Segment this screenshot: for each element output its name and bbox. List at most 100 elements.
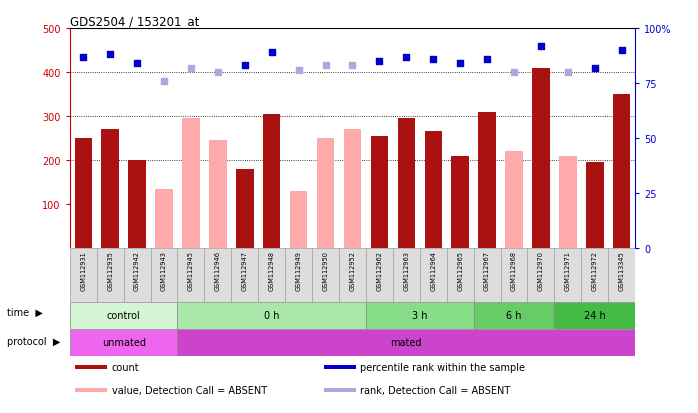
Point <box>428 56 439 63</box>
Text: GSM112971: GSM112971 <box>565 250 571 290</box>
Bar <box>75 139 92 249</box>
Bar <box>128 161 146 249</box>
Point <box>105 52 116 59</box>
Bar <box>478 112 496 249</box>
Text: mated: mated <box>391 337 422 347</box>
Point <box>563 69 574 76</box>
Point <box>347 63 358 69</box>
Bar <box>581 249 608 302</box>
Bar <box>554 249 581 302</box>
Text: GSM112945: GSM112945 <box>188 250 194 290</box>
Text: count: count <box>112 362 140 372</box>
Bar <box>452 156 469 249</box>
Text: protocol  ▶: protocol ▶ <box>7 336 60 346</box>
Bar <box>177 302 366 329</box>
Bar <box>312 249 339 302</box>
Text: 6 h: 6 h <box>506 311 522 320</box>
Point <box>77 54 89 61</box>
Text: rank, Detection Call = ABSENT: rank, Detection Call = ABSENT <box>360 385 511 395</box>
Bar <box>263 114 281 249</box>
Bar <box>209 141 227 249</box>
Text: GSM112970: GSM112970 <box>538 250 544 290</box>
Bar <box>75 388 107 392</box>
Bar <box>474 249 500 302</box>
Point <box>482 56 493 63</box>
Text: GSM113345: GSM113345 <box>618 250 625 290</box>
Bar <box>75 365 107 369</box>
Bar <box>559 156 577 249</box>
Text: GSM112968: GSM112968 <box>511 250 517 290</box>
Text: GSM112943: GSM112943 <box>161 250 167 290</box>
Bar <box>532 69 550 249</box>
Point <box>320 63 331 69</box>
Bar <box>393 249 419 302</box>
Point <box>212 69 223 76</box>
Bar <box>101 130 119 249</box>
Bar <box>155 189 173 249</box>
Text: control: control <box>107 311 140 320</box>
Point <box>508 69 519 76</box>
Bar <box>528 249 554 302</box>
Point <box>589 65 600 72</box>
Bar <box>325 365 356 369</box>
Point <box>616 47 628 54</box>
Point <box>374 59 385 65</box>
Bar <box>151 249 177 302</box>
Bar <box>70 329 177 356</box>
Text: GSM112972: GSM112972 <box>592 250 597 290</box>
Bar <box>231 249 258 302</box>
Bar <box>285 249 312 302</box>
Bar <box>500 249 528 302</box>
Text: value, Detection Call = ABSENT: value, Detection Call = ABSENT <box>112 385 267 395</box>
Text: GSM112967: GSM112967 <box>484 250 490 290</box>
Bar <box>608 249 635 302</box>
Text: GSM112948: GSM112948 <box>269 250 275 290</box>
Bar <box>424 132 442 249</box>
Bar <box>371 137 388 249</box>
Bar <box>177 329 635 356</box>
Bar <box>447 249 474 302</box>
Text: GSM112949: GSM112949 <box>296 250 302 290</box>
Text: 24 h: 24 h <box>584 311 606 320</box>
Text: time  ▶: time ▶ <box>7 307 43 317</box>
Text: GSM112946: GSM112946 <box>215 250 221 290</box>
Bar <box>325 388 356 392</box>
Text: GSM112964: GSM112964 <box>430 250 436 290</box>
Point <box>131 61 142 67</box>
Bar <box>177 249 205 302</box>
Bar <box>70 249 97 302</box>
Text: GDS2504 / 153201_at: GDS2504 / 153201_at <box>70 15 199 28</box>
Text: percentile rank within the sample: percentile rank within the sample <box>360 362 526 372</box>
Point <box>401 54 412 61</box>
Bar <box>419 249 447 302</box>
Text: 0 h: 0 h <box>264 311 279 320</box>
Text: GSM112965: GSM112965 <box>457 250 463 290</box>
Bar <box>290 192 307 249</box>
Point <box>535 43 547 50</box>
Bar <box>236 169 253 249</box>
Point <box>293 67 304 74</box>
Bar <box>182 119 200 249</box>
Bar <box>366 302 474 329</box>
Bar <box>70 302 177 329</box>
Bar <box>366 249 393 302</box>
Text: GSM112963: GSM112963 <box>403 250 409 290</box>
Point <box>454 61 466 67</box>
Text: GSM112942: GSM112942 <box>134 250 140 290</box>
Point <box>239 63 251 69</box>
Bar <box>474 302 554 329</box>
Text: GSM112935: GSM112935 <box>107 250 113 290</box>
Bar <box>124 249 151 302</box>
Bar <box>398 119 415 249</box>
Text: GSM112952: GSM112952 <box>350 250 355 290</box>
Text: GSM112950: GSM112950 <box>322 250 329 290</box>
Point <box>186 65 197 72</box>
Bar <box>317 139 334 249</box>
Bar <box>339 249 366 302</box>
Point <box>266 50 277 56</box>
Bar <box>613 95 630 249</box>
Bar <box>343 130 362 249</box>
Bar <box>258 249 285 302</box>
Point <box>158 78 170 85</box>
Text: GSM112947: GSM112947 <box>242 250 248 290</box>
